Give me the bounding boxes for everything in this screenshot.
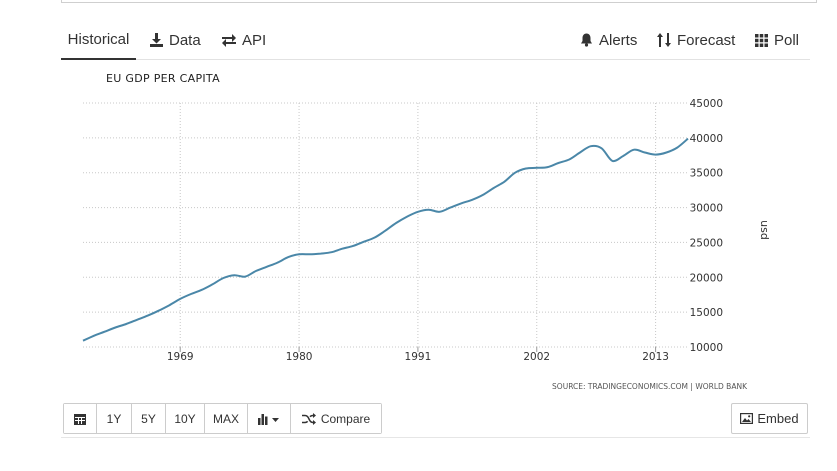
series-group — [82, 137, 689, 342]
download-icon — [150, 33, 163, 47]
tab-historical[interactable]: Historical — [61, 20, 136, 60]
tab-api-label: API — [242, 31, 267, 49]
bottom-divider — [61, 437, 810, 438]
tab-forecast-label: Forecast — [677, 31, 736, 49]
y-tick-label: 35000 — [690, 168, 723, 180]
tab-alerts-label: Alerts — [599, 31, 638, 49]
tab-alerts[interactable]: Alerts — [580, 20, 637, 60]
range-max-button[interactable]: MAX — [205, 404, 248, 433]
y-tick-label: 10000 — [690, 342, 723, 354]
tab-poll[interactable]: Poll — [755, 20, 799, 60]
range-5y-button[interactable]: 5Y — [132, 404, 166, 433]
tab-historical-label: Historical — [67, 30, 130, 48]
tab-forecast[interactable]: Forecast — [657, 20, 735, 60]
x-tick-label: 2002 — [523, 351, 550, 363]
y-tick-label: 45000 — [690, 98, 723, 110]
y-axis-ticks: 10000 15000 20000 25000 30000 35000 40000 45000 — [690, 98, 723, 354]
compare-label: Compare — [320, 411, 371, 426]
top-frame — [61, 0, 817, 3]
x-tick-label: 1980 — [286, 351, 313, 363]
y-tick-label: 20000 — [690, 272, 723, 284]
chart-tabbar: Historical Data API Alerts Forecast Poll — [61, 20, 810, 60]
y-tick-label: 15000 — [690, 307, 723, 319]
y-tick-label: 25000 — [690, 237, 723, 249]
y-tick-label: 40000 — [690, 133, 723, 145]
image-icon — [740, 413, 754, 424]
sort-arrows-icon — [657, 33, 671, 47]
chart-source: SOURCE: TRADINGECONOMICS.COM | WORLD BAN… — [552, 382, 748, 391]
chart-title: EU GDP PER CAPITA — [106, 72, 220, 85]
tab-data[interactable]: Data — [150, 20, 201, 60]
tab-data-label: Data — [169, 31, 201, 49]
calendar-button[interactable] — [64, 404, 97, 433]
range-10y-button[interactable]: 10Y — [166, 404, 205, 433]
series-line — [82, 137, 689, 342]
range-1y-button[interactable]: 1Y — [97, 404, 132, 433]
x-tick-label: 2013 — [642, 351, 669, 363]
y-axis-label: usd — [758, 220, 771, 240]
tab-poll-label: Poll — [774, 31, 800, 49]
x-tick-label: 1969 — [167, 351, 194, 363]
chart-toolbar: 1Y 5Y 10Y MAX Compare — [63, 403, 382, 434]
y-tick-label: 30000 — [690, 203, 723, 215]
line-chart[interactable]: 1969 1980 1991 2002 2013 10000 15000 20000 2500… — [61, 62, 810, 402]
calendar-icon — [74, 413, 86, 425]
bar-chart-icon — [258, 413, 279, 425]
bell-icon — [581, 33, 592, 47]
x-tick-label: 1991 — [405, 351, 432, 363]
shuffle-icon — [301, 412, 316, 425]
vertical-grid — [179, 103, 657, 347]
chart-type-button[interactable] — [248, 404, 291, 433]
horizontal-grid — [83, 102, 688, 348]
embed-button[interactable]: Embed — [731, 403, 808, 434]
tab-api[interactable]: API — [222, 20, 266, 60]
grid-icon — [755, 33, 768, 47]
compare-button[interactable]: Compare — [291, 404, 381, 433]
embed-label: Embed — [757, 411, 799, 426]
chart-area: EU GDP PER CAPITA 1969 1980 1991 2002 2013 1… — [61, 62, 810, 402]
exchange-icon — [222, 33, 236, 47]
x-axis-ticks: 1969 1980 1991 2002 2013 — [167, 347, 669, 363]
